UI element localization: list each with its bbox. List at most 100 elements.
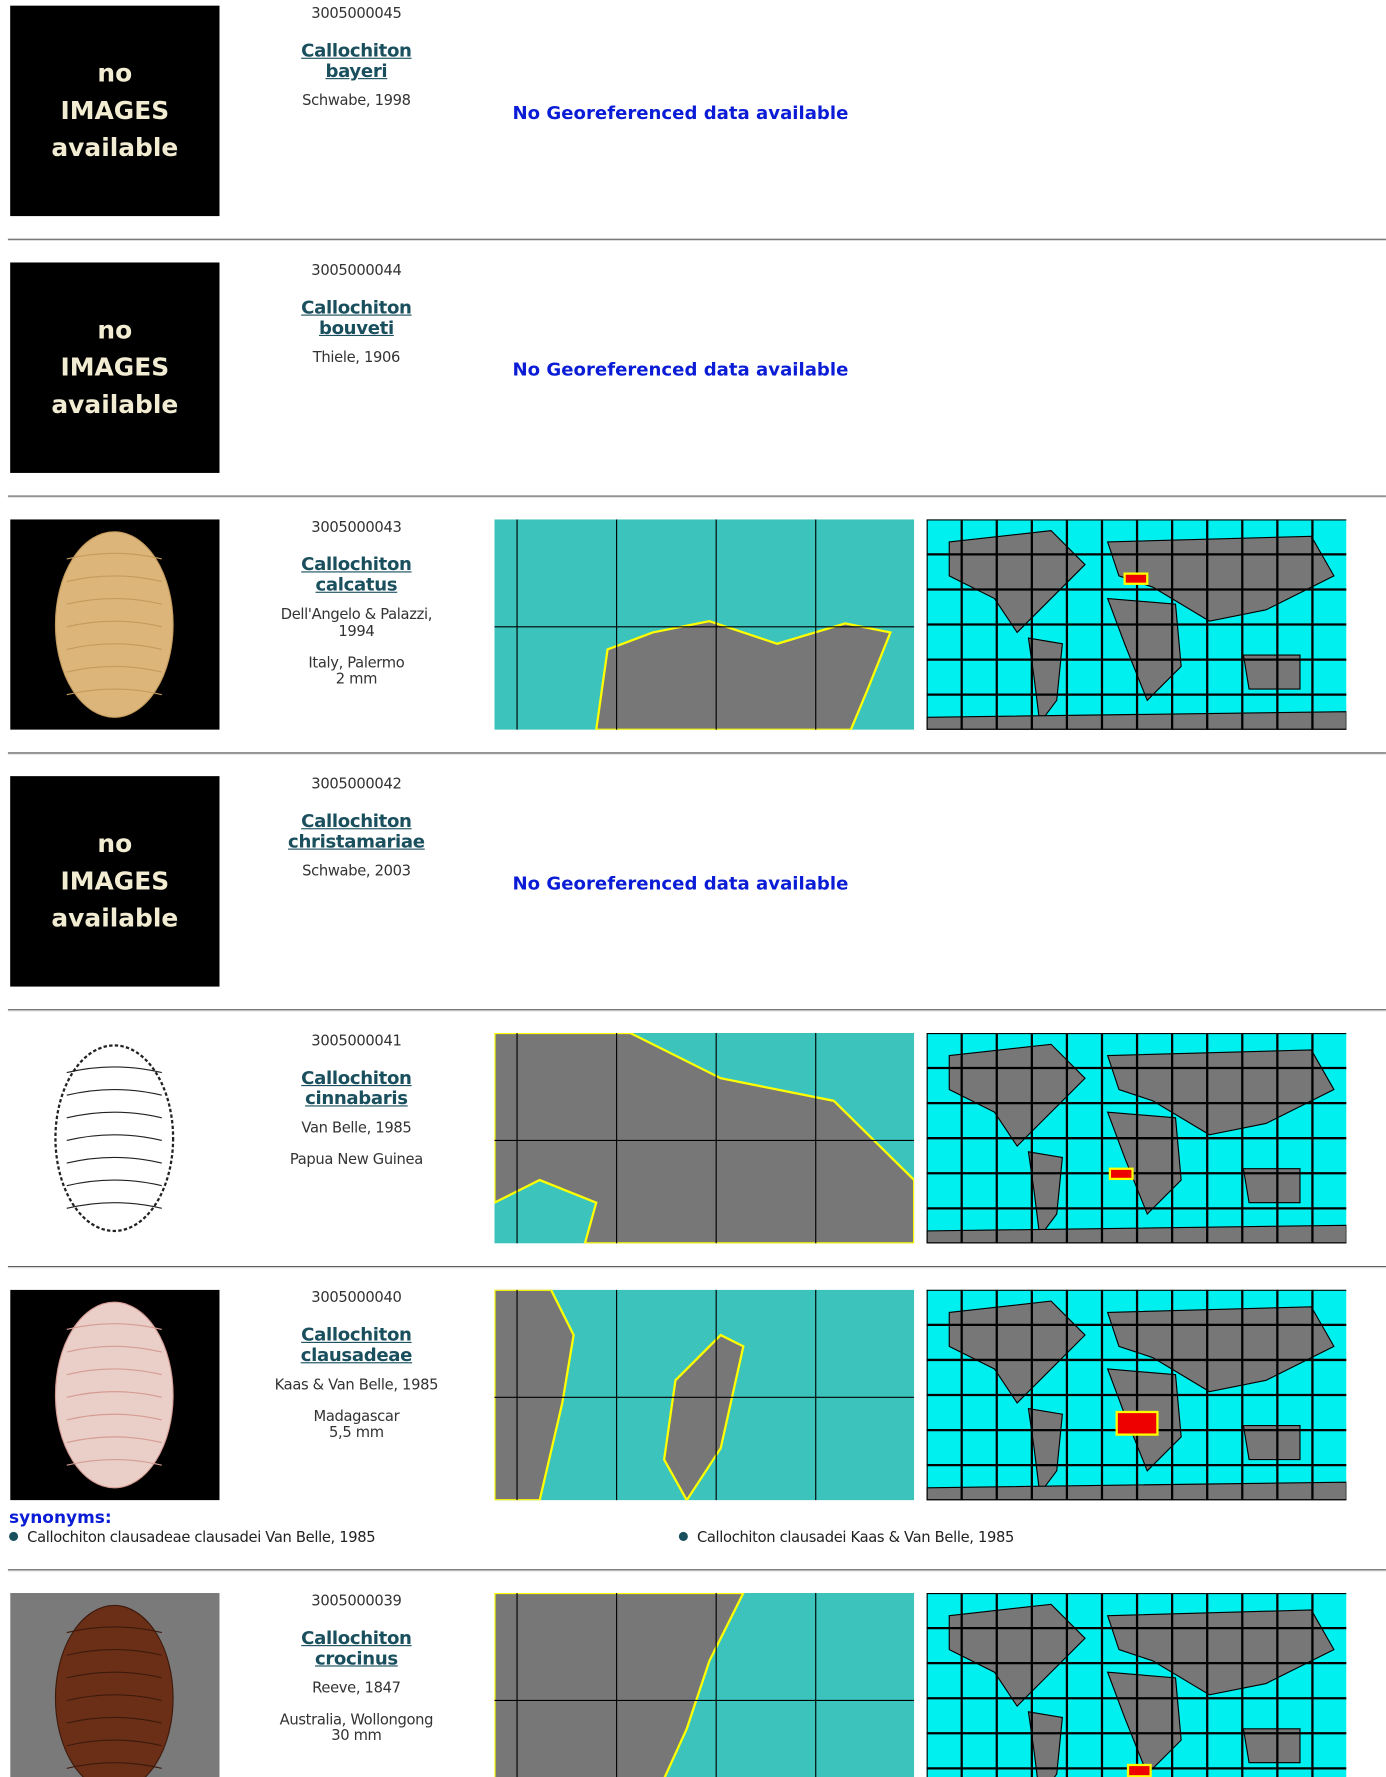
taxon-info: 3005000044 Callochiton bouveti Thiele, 1906 (272, 262, 442, 366)
author: Van Belle, 1985 (301, 1120, 412, 1138)
placeholder-text: IMAGES (60, 96, 170, 126)
taxon-info: 3005000043 Callochiton calcatus Dell'Angelo… (272, 519, 442, 688)
placeholder-text: no (97, 316, 133, 345)
taxon-link[interactable]: Callochiton calcatus (272, 554, 442, 595)
entry-row: 3005000043 Callochiton calcatus Dell'Angelo… (0, 514, 1386, 730)
taxon-link[interactable]: Callochiton crocinus (272, 1628, 442, 1669)
placeholder-text: IMAGES (60, 867, 170, 896)
specimen-id: 3005000039 (311, 1593, 402, 1610)
size: 5,5 mm (329, 1424, 384, 1442)
separator (7, 1569, 1386, 1572)
species: clausadeae (300, 1344, 413, 1366)
synonym-item: Callochiton clausadei Kaas & Van Belle, … (679, 1530, 1349, 1547)
specimen-id: 3005000043 (311, 519, 402, 537)
local-map (494, 1593, 915, 1777)
species: bayeri (325, 59, 388, 82)
author: Thiele, 1906 (312, 349, 401, 367)
genus: Callochiton (301, 1066, 412, 1089)
taxon-info: 3005000045 Callochiton bayeri Schwabe, 1998 (272, 6, 442, 110)
synonym-list: Callochiton clausadeae clausadei Van Bel… (9, 1530, 1386, 1547)
entry-row: 3005000039 Callochiton crocinus Reeve, 1847… (0, 1587, 1386, 1777)
synonym-item: Callochiton clausadeae clausadei Van Bel… (9, 1530, 679, 1547)
species: bouveti (318, 316, 394, 339)
no-georef-message: No Georeferenced data available (512, 101, 849, 124)
separator (7, 752, 1386, 755)
size: 30 mm (331, 1727, 382, 1745)
entry-row: no IMAGES available 3005000044 Callochiton bo… (0, 257, 1386, 473)
genus: Callochiton (301, 296, 412, 318)
no-georef-message: No Georeferenced data available (512, 872, 849, 894)
placeholder-text: available (51, 904, 179, 933)
author: Schwabe, 1998 (302, 92, 411, 110)
separator (7, 495, 1386, 498)
separator (7, 238, 1386, 241)
locality: Papua New Guinea (272, 1151, 442, 1169)
placeholder-text: available (51, 134, 179, 163)
separator (7, 1266, 1386, 1269)
taxon-info: 3005000039 Callochiton crocinus Reeve, 1847… (272, 1593, 442, 1745)
local-map (494, 1032, 915, 1244)
synonyms: synonyms: Callochiton clausadeae clausade… (0, 1500, 1386, 1547)
taxon-link[interactable]: Callochiton cinnabaris (272, 1066, 442, 1109)
species: calcatus (315, 573, 398, 596)
specimen-photo (10, 1289, 220, 1501)
entry-row: 3005000040 Callochiton clausadeae Kaas & Va… (0, 1284, 1386, 1501)
species: christamariae (288, 830, 425, 852)
locality-name: Madagascar (313, 1408, 400, 1426)
world-map (926, 1289, 1347, 1501)
genus: Callochiton (301, 810, 412, 832)
specimen-id: 3005000040 (311, 1289, 402, 1307)
size: 2 mm (335, 670, 378, 688)
locality: Australia, Wollongong 30 mm (272, 1711, 442, 1745)
local-map (494, 519, 915, 730)
taxon-link[interactable]: Callochiton clausadeae (272, 1323, 442, 1366)
locality-name: Australia, Wollongong (279, 1711, 434, 1729)
taxon-link[interactable]: Callochiton bayeri (272, 39, 442, 82)
author: Schwabe, 2003 (302, 863, 411, 881)
taxon-info: 3005000042 Callochiton christamariae Schwab… (272, 776, 442, 880)
author: Dell'Angelo & Palazzi, 1994 (280, 606, 433, 641)
locality: Madagascar 5,5 mm (272, 1408, 442, 1442)
entry-row: no IMAGES available 3005000045 Callochiton ba… (0, 0, 1386, 217)
taxon-link[interactable]: Callochiton bouveti (272, 296, 442, 339)
no-image-placeholder: no IMAGES available (10, 776, 220, 987)
entry-row: no IMAGES available 3005000042 Callochiton ch… (0, 770, 1386, 987)
specimen-id: 3005000042 (311, 776, 402, 794)
specimen-photo (10, 1593, 220, 1777)
entry-row: 3005000041 Callochiton cinnabaris Van Belle… (0, 1027, 1386, 1244)
species: cinnabaris (305, 1087, 408, 1109)
author: Reeve, 1847 (312, 1680, 401, 1698)
placeholder-text: no (97, 59, 133, 88)
placeholder-text: IMAGES (60, 353, 170, 382)
world-map (926, 1593, 1347, 1777)
locality-name: Italy, Palermo (308, 655, 405, 673)
author: Kaas & Van Belle, 1985 (274, 1376, 439, 1394)
locality-name: Papua New Guinea (289, 1151, 423, 1169)
taxon-info: 3005000041 Callochiton cinnabaris Van Belle… (272, 1033, 442, 1169)
no-image-placeholder: no IMAGES available (10, 262, 220, 473)
no-georef-message: No Georeferenced data available (512, 358, 849, 381)
separator (7, 1009, 1386, 1012)
no-image-placeholder: no IMAGES available (10, 5, 220, 217)
genus: Callochiton (301, 39, 412, 62)
specimen-photo (10, 519, 220, 730)
taxon-link[interactable]: Callochiton christamariae (272, 811, 442, 852)
synonyms-label: synonyms: (9, 1507, 112, 1528)
local-map (494, 1289, 915, 1501)
specimen-id: 3005000041 (311, 1032, 402, 1050)
placeholder-text: available (51, 390, 179, 420)
specimen-id: 3005000044 (311, 262, 402, 280)
world-map (926, 1032, 1347, 1244)
specimen-photo (10, 1032, 220, 1244)
genus: Callochiton (301, 1323, 412, 1346)
taxon-info: 3005000040 Callochiton clausadeae Kaas & Va… (272, 1290, 442, 1442)
world-map (926, 519, 1347, 730)
species: crocinus (314, 1647, 398, 1669)
genus: Callochiton (301, 1626, 412, 1649)
genus: Callochiton (301, 553, 412, 575)
locality: Italy, Palermo 2 mm (272, 656, 442, 688)
placeholder-text: no (97, 829, 133, 859)
specimen-id: 3005000045 (311, 5, 402, 23)
